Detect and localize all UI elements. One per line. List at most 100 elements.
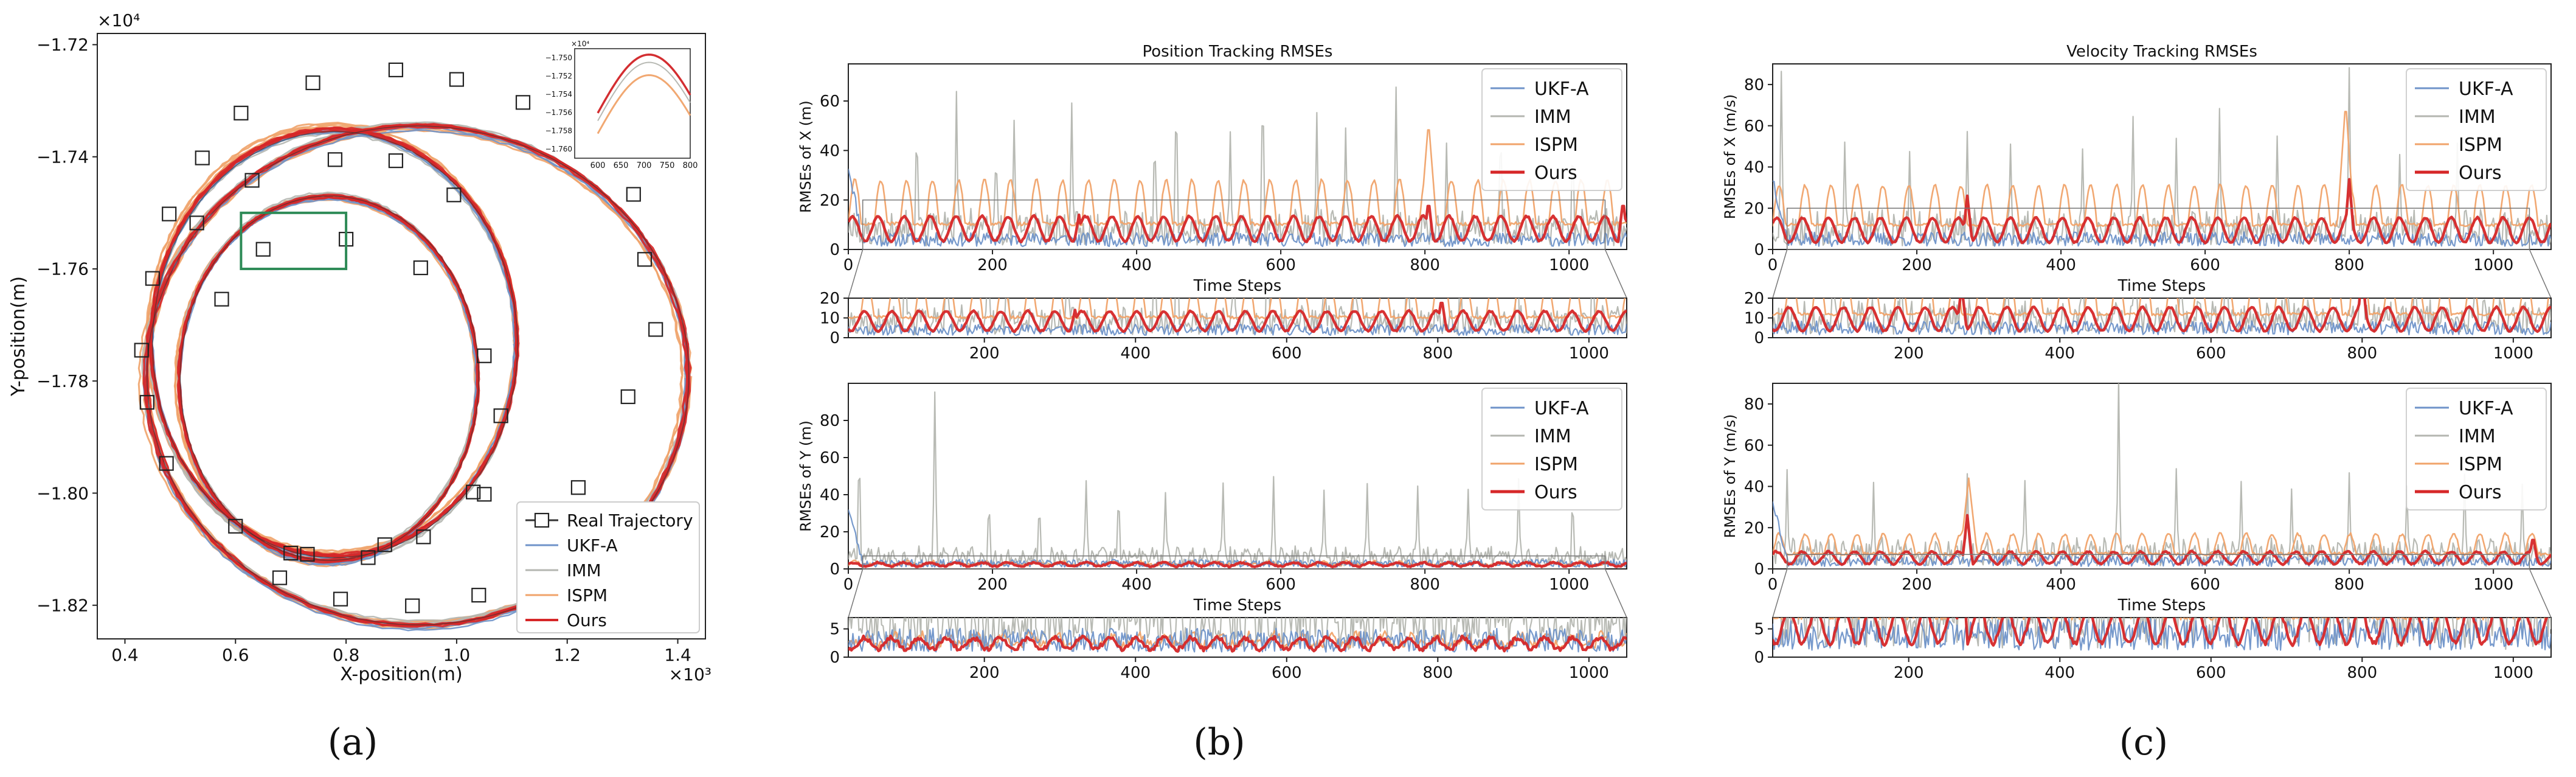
real-trajectory-marker <box>333 591 348 607</box>
real-trajectory-marker <box>300 546 315 562</box>
traj-x-scale: ×10³ <box>669 664 712 685</box>
panel-label: (a) <box>328 721 378 764</box>
inset-xtick-label: 700 <box>637 161 652 170</box>
inset-xtick-label: 650 <box>614 161 629 170</box>
rmse-b-top-connector <box>1604 249 1627 299</box>
rmse-c-bottom-zoom-indicator <box>1786 554 2530 570</box>
rmse-b-top-xtick-label: 0 <box>843 256 854 274</box>
rmse-c-top-legend: UKF-A IMM ISPM Ours <box>2406 68 2547 191</box>
real-trajectory-marker <box>637 252 653 267</box>
rmse-b-bottom-ytick-label: 80 <box>820 412 840 430</box>
rmse-b-top-zoom-xtick-label: 400 <box>1120 344 1151 363</box>
real-trajectory-marker <box>477 487 492 502</box>
traj-ytick-label: −1.76 <box>36 259 89 279</box>
real-trajectory-marker <box>377 537 392 552</box>
traj-ytick-label: −1.72 <box>36 35 89 55</box>
rmse-b-top-zoom-xtick-label: 200 <box>969 344 1000 363</box>
real-trajectory-marker <box>388 62 404 77</box>
traj-ytick-label: −1.82 <box>36 596 89 616</box>
rmse-c-top-xlabel: Time Steps <box>2117 277 2206 295</box>
rmse-c-bottom-ytick-label: 60 <box>1744 437 1764 455</box>
rmse-b-bottom-xtick-label: 600 <box>1265 576 1296 594</box>
rmse-c-bottom-zoom-series-ukf <box>1773 618 2551 651</box>
inset-curve <box>597 61 691 121</box>
rmse-c-bottom-zoom-series-imm <box>1780 618 2551 650</box>
legend-label: ISPM <box>567 585 608 605</box>
inset-xtick-label: 600 <box>590 161 606 170</box>
rmse-b-top-zoom-series-ispm <box>848 298 1626 320</box>
rmse-c-top-zoom-xtick-label: 1000 <box>2493 344 2533 363</box>
inset-curve <box>597 74 691 134</box>
legend-label: ISPM <box>2459 134 2502 156</box>
rmse-b-top-zoom-series-ukf <box>848 323 1627 336</box>
legend-label: UKF-A <box>2459 78 2513 100</box>
legend-label: IMM <box>567 560 601 580</box>
rmse-c-top-zoom-ytick-label: 10 <box>1744 310 1764 328</box>
rmse-c-top-xtick-label: 800 <box>2334 256 2364 274</box>
real-trajectory-marker <box>626 187 641 202</box>
rmse-b-top-ytick-label: 0 <box>829 241 840 259</box>
rmse-b-bottom-zoom-ytick-label: 0 <box>829 649 840 667</box>
real-trajectory-marker <box>416 529 431 545</box>
rmse-c-bottom-zoom-axes: 200 400 600 800 1000 0 5 <box>1754 617 2552 682</box>
rmse-c-top-xtick-label: 400 <box>2046 256 2076 274</box>
rmse-b-top-axes: 0 200 400 600 800 1000 0 20 40 60 Position Trackin… <box>797 43 1627 299</box>
rmse-b-top-ytick-label: 60 <box>820 92 840 111</box>
rmse-b-bottom-xtick-label: 1000 <box>1549 576 1589 594</box>
inset-ytick-label: −1.752 <box>545 72 572 80</box>
rmse-c-bottom-connector <box>2529 568 2552 618</box>
rmse-c-bottom-ylabel: RMSEs of Y (m/s) <box>1722 414 1739 538</box>
rmse-b-top-legend-box <box>1481 68 1622 191</box>
rmse-b-bottom-zoom-plot-area <box>848 618 1627 653</box>
rmse-c-top-zoom-ytick-label: 20 <box>1744 290 1764 308</box>
real-trajectory-marker <box>159 456 174 471</box>
real-trajectory-marker <box>515 95 531 110</box>
rmse-c-top-ytick-label: 80 <box>1744 76 1764 94</box>
inset-ytick-label: −1.750 <box>545 54 572 62</box>
zoom-region-box <box>240 211 348 270</box>
rmse-c-top-xtick-label: 200 <box>1902 256 1932 274</box>
real-trajectory-marker <box>471 588 486 603</box>
rmse-c-bottom-zoom-xtick-label: 800 <box>2347 664 2378 682</box>
rmse-c-top-series-ukf <box>1773 180 2551 247</box>
rmse-b-bottom-zoom-indicator <box>862 555 1606 570</box>
rmse-b-top-zoom-axes: 200 400 600 800 1000 010 20 <box>820 290 1627 363</box>
rmse-c-top-xtick-label: 600 <box>2190 256 2220 274</box>
real-trajectory-marker <box>145 271 161 286</box>
rmse-b-top-legend: UKF-A IMM ISPM Ours <box>1481 68 1622 191</box>
rmse-c-bottom-connector <box>1772 568 1788 618</box>
rmse-b-bottom-ytick-label: 20 <box>820 523 840 542</box>
inset-frame <box>574 48 691 159</box>
rmse-b-top-zoom-xtick-label: 1000 <box>1569 344 1609 363</box>
traj-xtick-label: 0.4 <box>111 645 139 665</box>
rmse-b-top-zoom-ytick-label: 20 <box>820 290 840 308</box>
rmse-b-bottom-zoom-ytick-label: 5 <box>829 621 840 639</box>
rmse-b-top-connector <box>848 249 864 299</box>
inset-xtick-label: 800 <box>683 161 698 170</box>
real-trajectory-marker <box>195 150 210 166</box>
rmse-b-bottom-connector <box>848 568 864 618</box>
legend-label: UKF-A <box>1534 398 1589 419</box>
legend-label: Ours <box>567 610 607 630</box>
rmse-c-top-axes: 0 200 400 600 800 1000 0 20 40 60 80 Velocity Track… <box>1722 43 2552 299</box>
rmse-c-bottom-zoom-xtick-label: 200 <box>1894 664 1924 682</box>
rmse-c-bottom-xtick-label: 200 <box>1902 576 1932 594</box>
rmse-b-bottom-ytick-label: 60 <box>820 449 840 467</box>
rmse-b-top-ytick-label: 20 <box>820 192 840 210</box>
rmse-c-bottom-xtick-label: 400 <box>2046 576 2076 594</box>
rmse-b-bottom-xtick-label: 200 <box>977 576 1008 594</box>
rmse-c-top-zoom-axes: 200 400 600 800 1000 010 20 <box>1744 290 2552 363</box>
real-trajectory-marker <box>244 173 260 188</box>
rmse-b-bottom-xtick-label: 800 <box>1410 576 1440 594</box>
rmse-b-top-xtick-label: 800 <box>1410 256 1440 274</box>
legend-label: Ours <box>1534 162 1577 184</box>
rmse-b-bottom-xtick-label: 0 <box>843 576 854 594</box>
real-trajectory-marker <box>361 550 376 565</box>
rmse-b-bottom-zoom-series-ours <box>848 634 1627 653</box>
rmse-b-bottom-zoom-xtick-label: 1000 <box>1569 664 1609 682</box>
rmse-c-top-ytick-label: 20 <box>1744 200 1764 218</box>
traj-plot-area <box>134 62 693 632</box>
traj-xtick-label: 1.0 <box>443 645 471 665</box>
traj-legend: Real Trajectory UKF-A IMM ISPM Ours <box>516 501 700 633</box>
traj-xtick-label: 1.4 <box>664 645 691 665</box>
